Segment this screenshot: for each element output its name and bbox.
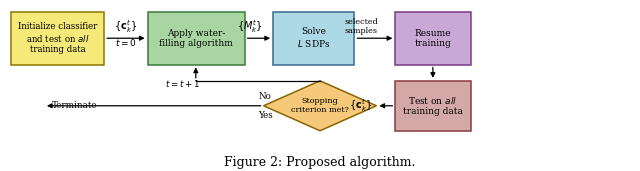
Text: Figure 2: Proposed algorithm.: Figure 2: Proposed algorithm. bbox=[224, 156, 416, 169]
Bar bbox=[148, 12, 244, 65]
Text: Resume
training: Resume training bbox=[415, 29, 451, 48]
Text: Yes: Yes bbox=[258, 111, 273, 120]
Text: $\{\mathbf{c}_k^t\}$: $\{\mathbf{c}_k^t\}$ bbox=[349, 97, 372, 114]
Text: No: No bbox=[259, 93, 272, 102]
Text: Solve
$L$ SDPs: Solve $L$ SDPs bbox=[297, 27, 330, 49]
Bar bbox=[273, 12, 355, 65]
Bar bbox=[396, 12, 470, 65]
Text: $t = t+1$: $t = t+1$ bbox=[165, 78, 200, 89]
Text: Apply water-
filling algorithm: Apply water- filling algorithm bbox=[159, 29, 233, 48]
Bar bbox=[12, 12, 104, 65]
Text: $t=0$: $t=0$ bbox=[115, 37, 136, 48]
Polygon shape bbox=[264, 81, 376, 131]
Text: Test on $\it{all}$
training data: Test on $\it{all}$ training data bbox=[403, 95, 463, 116]
Text: Initialize classifier
and test on $\it{all}$
training data: Initialize classifier and test on $\it{a… bbox=[18, 22, 97, 54]
Text: $\{\mathbf{c}_k^t\}$: $\{\mathbf{c}_k^t\}$ bbox=[114, 18, 137, 35]
Text: $\{M_k^t\}$: $\{M_k^t\}$ bbox=[237, 18, 262, 35]
Text: selected
samples: selected samples bbox=[344, 18, 378, 35]
Bar bbox=[396, 81, 470, 131]
Text: Terminate: Terminate bbox=[51, 101, 97, 110]
Text: Stopping
criterion met?: Stopping criterion met? bbox=[291, 97, 349, 114]
